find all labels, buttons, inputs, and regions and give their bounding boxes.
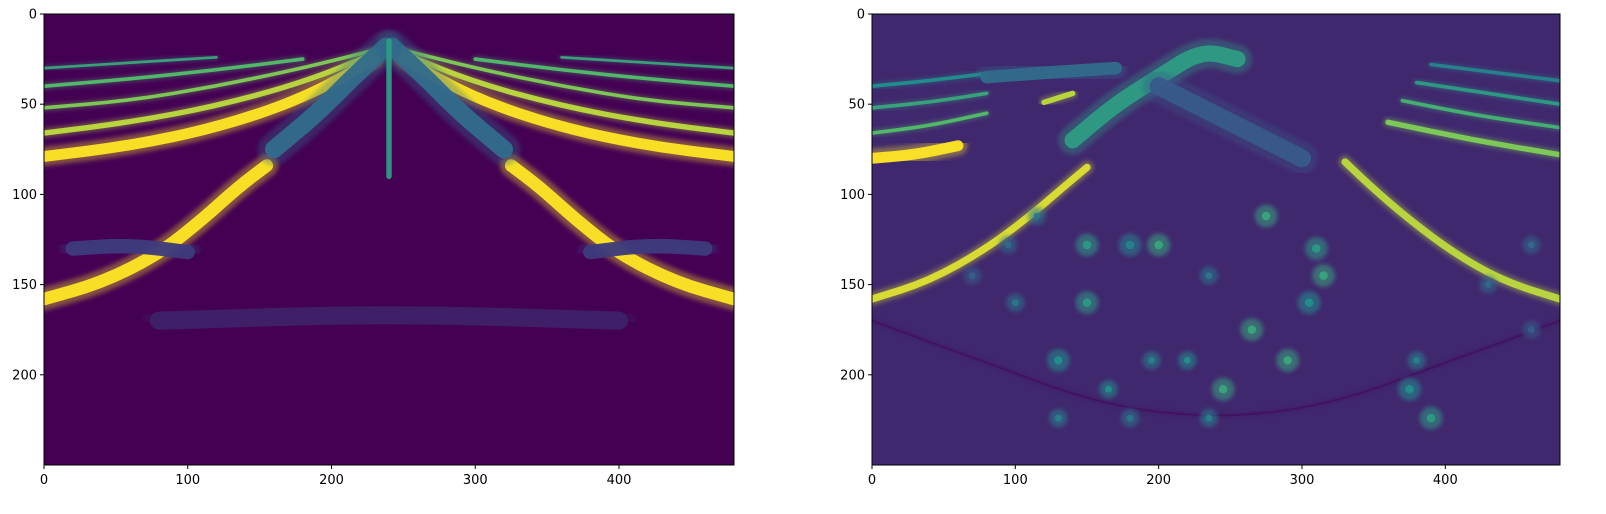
x-tick-label: 200 — [1146, 473, 1171, 488]
y-tick-label: 100 — [840, 188, 865, 203]
heatmap-band — [149, 306, 629, 330]
axes-frame — [43, 13, 735, 466]
x-tick-label: 400 — [1433, 473, 1458, 488]
heatmap-band — [980, 61, 1122, 84]
heatmap-panel-right: 0 100 200 300 400 0 50 100 150 200 — [840, 8, 1561, 488]
heatmap-band — [397, 53, 734, 162]
heatmap-band — [1341, 158, 1560, 303]
y-tick-label: 50 — [848, 98, 865, 113]
axes-frame — [871, 13, 1561, 466]
y-tick-label: 150 — [840, 278, 865, 293]
heatmap-panel-left: 0 100 200 300 400 0 50 100 150 200 — [12, 8, 735, 488]
heatmap-band — [44, 57, 305, 88]
heatmap-band — [872, 163, 1091, 303]
heatmap-band — [872, 111, 989, 135]
heatmap-band — [400, 50, 734, 136]
x-tick-label: 100 — [1003, 473, 1028, 488]
heatmap-band — [44, 53, 381, 162]
x-tick-label: 400 — [607, 473, 632, 488]
heatmap-band — [1041, 90, 1076, 106]
x-tick-label: 300 — [463, 473, 488, 488]
x-tick-label: 0 — [40, 473, 48, 488]
y-tick-label: 0 — [29, 8, 37, 23]
heatmap-band — [504, 159, 734, 306]
y-tick-label: 100 — [12, 188, 37, 203]
heatmap-band — [560, 55, 734, 70]
heatmap-band — [401, 48, 734, 110]
heatmap-band — [872, 140, 964, 164]
y-tick-label: 0 — [857, 8, 865, 23]
heatmap-band — [44, 159, 274, 306]
heatmap-band — [264, 37, 396, 159]
y-tick-label: 150 — [12, 278, 37, 293]
heatmap-band — [1429, 62, 1560, 83]
y-tick-label: 200 — [840, 368, 865, 383]
heatmap-band — [473, 57, 734, 88]
x-tick-label: 200 — [319, 473, 344, 488]
heatmap-band — [1400, 98, 1560, 130]
heatmap-band — [1149, 77, 1312, 168]
x-tick-label: 0 — [868, 473, 876, 488]
y-tick-label: 50 — [20, 98, 37, 113]
heatmap-band — [1385, 119, 1560, 158]
heatmap-band — [872, 71, 989, 88]
heatmap-band — [382, 37, 514, 159]
x-tick-label: 300 — [1290, 473, 1315, 488]
heatmap-band — [872, 91, 989, 110]
heatmap-band — [44, 50, 378, 136]
heatmap-band — [44, 48, 377, 110]
heatmap-band — [65, 238, 195, 260]
x-tick-label: 100 — [175, 473, 200, 488]
heatmap-band — [44, 55, 218, 70]
y-tick-label: 200 — [12, 368, 37, 383]
heatmap-band — [1414, 80, 1560, 107]
heatmap-band — [583, 238, 713, 260]
